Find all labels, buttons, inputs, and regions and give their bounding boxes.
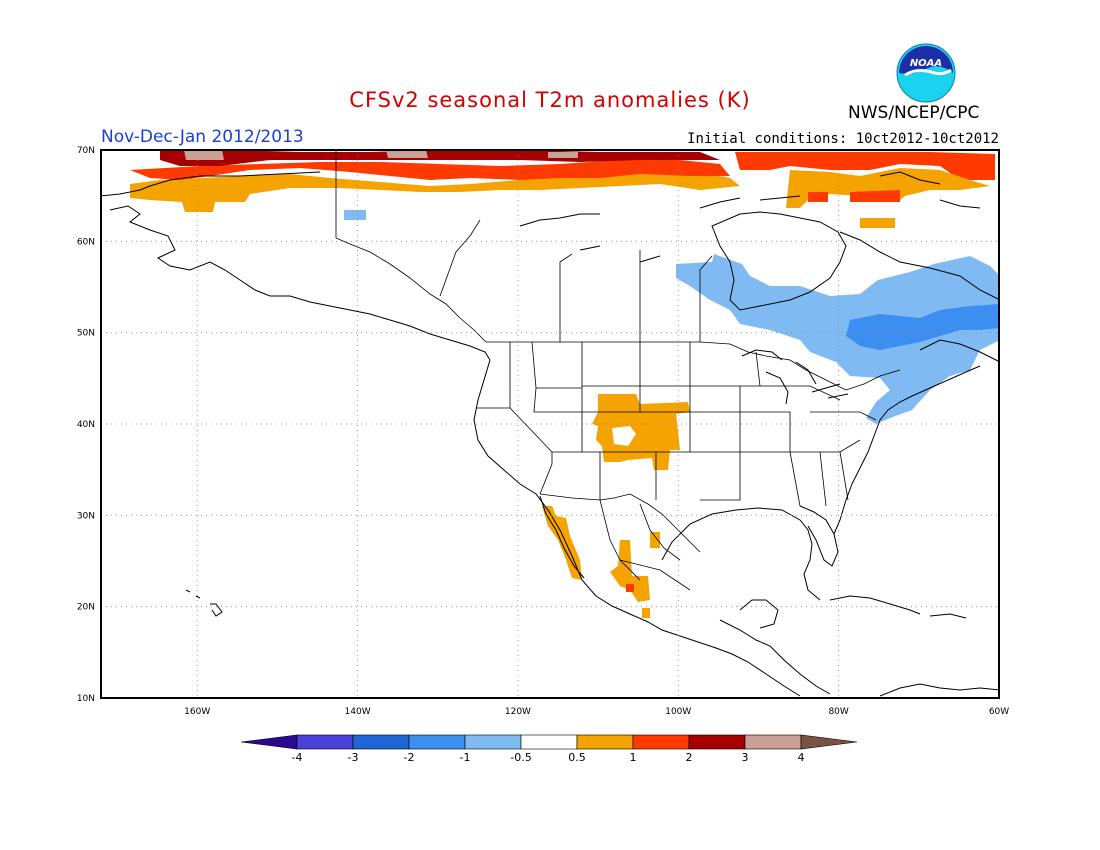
us-canada-border <box>486 341 901 391</box>
nova-scotia <box>919 339 1001 363</box>
hudson-bay <box>711 211 847 311</box>
lat-label: 10N <box>77 694 95 704</box>
lon-label: 80W <box>828 707 848 717</box>
us-mexico-border <box>539 493 701 553</box>
lat-label: 20N <box>77 603 95 613</box>
great-lakes <box>741 349 849 405</box>
labrador <box>839 231 1001 301</box>
logo-text: NOAA <box>910 58 942 69</box>
lon-label: 100W <box>665 707 691 717</box>
colorbar-tick-label: 4 <box>798 751 805 764</box>
season-label: Nov-Dec-Jan 2012/2013 <box>101 127 304 147</box>
arctic-coast-extreme-warm <box>184 150 578 160</box>
hispaniola <box>929 613 967 619</box>
colorbar-segment <box>520 734 578 750</box>
arctic-coast-strong-warm <box>130 160 730 180</box>
colorbar-tick-label: -0.5 <box>510 751 531 764</box>
aleutian-cool <box>344 210 366 220</box>
lat-label: 50N <box>77 329 95 339</box>
political-boundaries <box>335 150 901 591</box>
lat-label: 40N <box>77 420 95 430</box>
arctic-coast-warm <box>130 170 740 212</box>
alaska-north-coast <box>99 171 321 197</box>
canada-provinces <box>439 219 713 342</box>
colorbar-max-arrow <box>800 734 858 750</box>
colorbar-tick-label: 3 <box>742 751 749 764</box>
colorbar-segment <box>688 734 746 750</box>
yucatan <box>739 599 779 629</box>
lat-label: 30N <box>77 511 95 521</box>
quebec-cool <box>846 304 1000 350</box>
florida <box>799 505 839 567</box>
noaa-logo: NOAA <box>896 43 956 103</box>
colorbar-tick-label: -3 <box>348 751 359 764</box>
south-america <box>879 683 1001 697</box>
coastlines <box>99 171 1001 697</box>
colorbar-segment <box>352 734 410 750</box>
alaska-coast <box>109 205 491 361</box>
east-coast <box>833 365 981 535</box>
arctic-islands <box>519 171 981 263</box>
eastern-canada-cool <box>676 254 1000 424</box>
colorbar-tick-label: 2 <box>686 751 693 764</box>
latitude-labels: 70N 60N 50N 40N 30N 20N 10N <box>77 146 95 704</box>
baja <box>539 495 585 579</box>
map-frame <box>100 149 1000 699</box>
mexico-hot-dot <box>626 584 634 592</box>
lon-label: 60W <box>989 707 1009 717</box>
colorbar-segment <box>408 734 466 750</box>
colorbar-tick-label: 1 <box>630 751 637 764</box>
colorbar-tick-label: -2 <box>404 751 415 764</box>
initial-conditions-label: Initial conditions: 10ct2012-10ct2012 <box>687 131 999 147</box>
agency-label: NWS/NCEP/CPC <box>848 103 980 123</box>
central-america <box>719 619 831 695</box>
anomaly-shading <box>130 150 1000 618</box>
colorbar-segment <box>464 734 522 750</box>
colorbar-tick-label: -1 <box>460 751 471 764</box>
west-coast <box>473 359 801 697</box>
lon-label: 120W <box>505 707 531 717</box>
colorbar-tick-label: 0.5 <box>568 751 586 764</box>
us-states <box>476 341 877 507</box>
colorbar-segment <box>576 734 634 750</box>
colorbar-tick-label: -4 <box>292 751 303 764</box>
colorbar-segment <box>632 734 690 750</box>
arctic-east-red-2 <box>808 190 900 202</box>
lat-label: 70N <box>77 146 95 156</box>
lat-label: 60N <box>77 237 95 247</box>
colorbar-segment <box>744 734 802 750</box>
longitude-labels: 160W 140W 120W 100W 80W 60W <box>184 707 1009 717</box>
hawaii <box>185 589 223 617</box>
lon-label: 140W <box>345 707 371 717</box>
mexico-states <box>599 499 691 591</box>
alaska-canada-border <box>335 150 487 343</box>
arctic-east-warm <box>735 152 995 180</box>
chart-title: CFSv2 seasonal T2m anomalies (K) <box>349 88 751 112</box>
lon-label: 160W <box>184 707 210 717</box>
southern-rockies-white <box>612 426 636 446</box>
colorbar-segment <box>296 734 354 750</box>
arctic-coast-very-warm <box>160 150 720 166</box>
southern-rockies-warm <box>592 394 690 470</box>
cuba <box>829 595 921 615</box>
colorbar-min-arrow <box>240 734 298 750</box>
